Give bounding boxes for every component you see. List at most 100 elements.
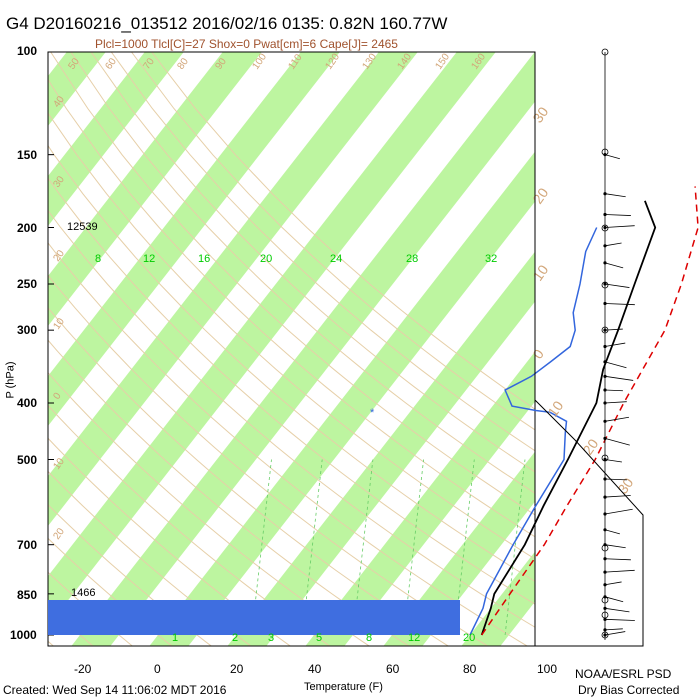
mixing-ratio-label: 20 xyxy=(260,253,272,265)
wind-barb-dot xyxy=(603,583,607,587)
wind-barb xyxy=(604,416,630,422)
wind-barb xyxy=(604,401,627,404)
calm-wind-marker xyxy=(601,544,609,552)
wind-barb-dot xyxy=(603,557,607,561)
x-axis-label: Temperature (F) xyxy=(304,681,383,693)
dry-adiabat-line xyxy=(151,52,535,410)
wind-barb-dot xyxy=(603,374,607,378)
pressure-tick-label: 1000 xyxy=(10,628,37,642)
isotherm-band xyxy=(305,351,535,646)
dry-adiabat-line xyxy=(48,242,529,646)
height-label: 12539 xyxy=(67,221,98,233)
wind-barb xyxy=(604,342,626,347)
wind-barb xyxy=(604,569,635,573)
wind-barb-dot xyxy=(603,633,607,637)
wind-barb xyxy=(604,459,622,463)
wind-barb xyxy=(604,508,633,515)
temperature-tick-label: -20 xyxy=(74,662,92,676)
pressure-tick-label: 700 xyxy=(17,538,38,552)
dry-adiabat-line xyxy=(0,52,15,647)
isotherm-band xyxy=(48,52,184,227)
wind-barb xyxy=(604,495,631,498)
isotherm-band xyxy=(48,52,496,627)
isotherm-right-label: 30 xyxy=(614,475,636,497)
wind-barb-dot xyxy=(603,301,607,306)
wind-barb xyxy=(604,375,634,381)
calm-wind-marker xyxy=(601,596,609,604)
wind-barb xyxy=(604,225,635,228)
mixing-ratio-label: 32 xyxy=(485,253,497,265)
isotherm-band xyxy=(48,52,418,527)
mixing-ratio-bottom-label: 12 xyxy=(408,632,420,644)
wind-barb-dot xyxy=(603,360,607,364)
wind-barb-dot xyxy=(603,344,607,349)
isotherm-band xyxy=(71,52,535,646)
wind-barb xyxy=(604,607,630,613)
isotherm-band xyxy=(383,451,535,646)
dry-adiabat-line xyxy=(48,144,535,582)
wind-barb-dot xyxy=(603,528,607,532)
isotherm-band xyxy=(538,25,700,647)
temperature-tick-label: 60 xyxy=(386,662,400,676)
mixing-ratio-bottom-label: 3 xyxy=(268,632,274,644)
dry-adiabat-line xyxy=(110,52,535,452)
wind-barb xyxy=(604,628,623,631)
wind-barb-dot xyxy=(603,328,607,332)
wind-barb-dot xyxy=(603,512,607,516)
temperature-tick-label: 40 xyxy=(308,662,322,676)
dry-adiabat-line xyxy=(50,52,535,516)
wind-barb xyxy=(604,262,624,269)
wind-barb xyxy=(604,154,620,160)
wind-barb-dot xyxy=(603,419,607,423)
calm-wind-marker xyxy=(601,611,609,619)
wind-barb-dot xyxy=(603,570,607,574)
dry-adiabat-line xyxy=(70,52,535,494)
mixing-ratio-bottom-label: 20 xyxy=(463,632,475,644)
wind-barb-dot xyxy=(603,495,607,499)
wind-barb-dot xyxy=(603,401,607,405)
chart-title: G4 D20160216_013512 2016/02/16 0135: 0.8… xyxy=(6,14,448,33)
mixing-ratio-label: 28 xyxy=(406,253,418,265)
temperature-tick-label: 80 xyxy=(463,662,477,676)
wind-barb-dot xyxy=(603,628,607,632)
wind-barb xyxy=(604,242,622,247)
mixing-ratio-bottom-label: 8 xyxy=(366,632,372,644)
wind-barb-dot xyxy=(603,457,607,462)
mixing-ratio-label: 16 xyxy=(198,253,210,265)
calm-wind-marker xyxy=(601,48,609,56)
wind-barb-dot xyxy=(603,617,607,621)
wind-barb-dot xyxy=(603,606,607,610)
wind-barb xyxy=(604,389,623,392)
calm-wind-marker xyxy=(601,326,609,334)
height-label: 1466 xyxy=(71,587,96,599)
adiabat-top-label: 60 xyxy=(103,56,119,72)
wind-barb xyxy=(604,558,631,561)
temperature-tick-label: 100 xyxy=(537,662,558,676)
wind-barb xyxy=(604,214,631,216)
wind-barb xyxy=(604,529,620,535)
parcel-line xyxy=(481,186,699,636)
wind-panel-outline xyxy=(534,52,644,647)
pressure-tick-label: 250 xyxy=(17,277,38,291)
isotherm-right-label: 30 xyxy=(529,104,551,126)
isotherm-band xyxy=(461,551,535,646)
isotherm-band xyxy=(149,151,535,646)
mixing-ratio-label: 8 xyxy=(95,253,101,265)
dry-adiabat-line xyxy=(48,339,410,646)
wind-barb-dot xyxy=(603,436,607,440)
calm-wind-marker xyxy=(601,148,609,156)
isotherm-band xyxy=(48,52,262,327)
mixing-ratio-line xyxy=(556,459,576,635)
wind-barb xyxy=(604,283,630,288)
pressure-tick-label: 150 xyxy=(17,148,38,162)
wind-barb-dot xyxy=(603,477,607,481)
isotherm-left-label: 0 xyxy=(51,390,63,401)
credit-noaa: NOAA/ESRL PSD xyxy=(575,667,672,681)
dry-adiabat-line xyxy=(48,177,535,605)
created-timestamp: Created: Wed Sep 14 11:06:02 MDT 2016 xyxy=(3,683,227,697)
pressure-tick-label: 200 xyxy=(17,221,38,235)
isotherm-left-label: 20 xyxy=(51,526,67,542)
mixing-ratio-bottom-label: 1 xyxy=(172,632,178,644)
